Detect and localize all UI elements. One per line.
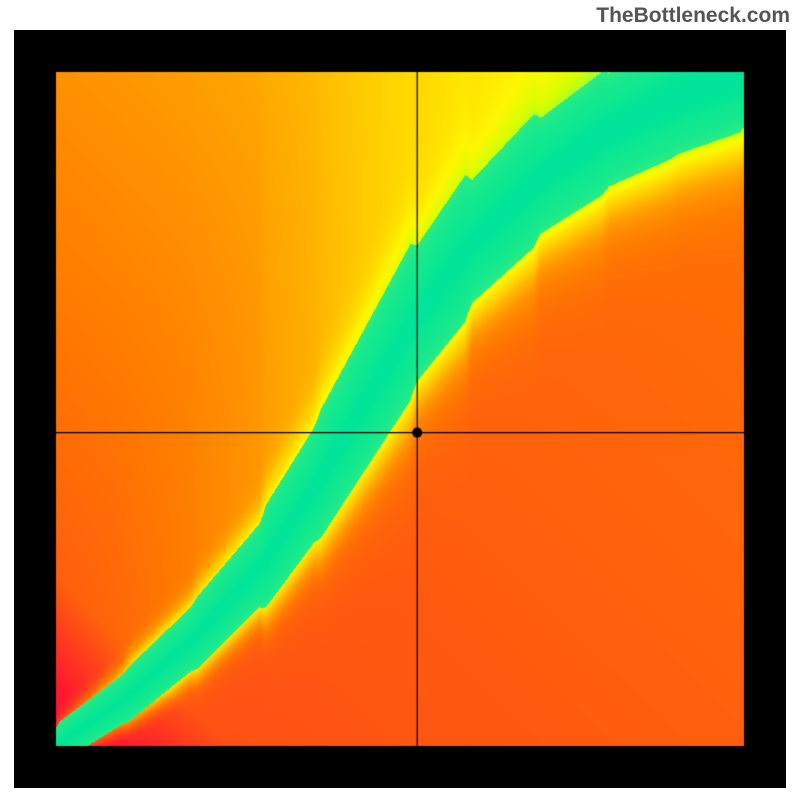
watermark-text: TheBottleneck.com: [596, 4, 790, 28]
heatmap-canvas: [14, 30, 786, 788]
chart-container: TheBottleneck.com: [0, 0, 800, 800]
chart-frame: [14, 30, 786, 788]
